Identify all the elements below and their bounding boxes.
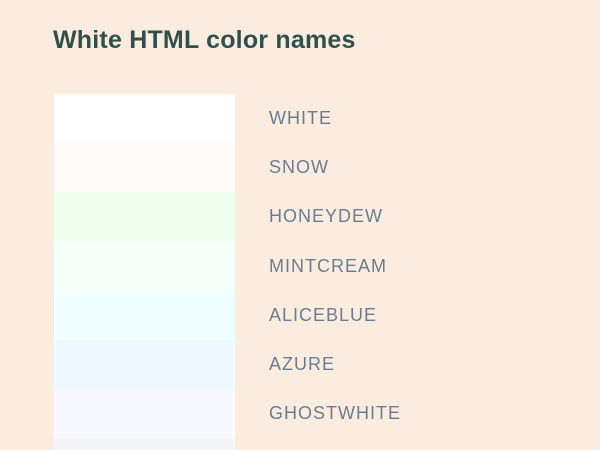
page-title: White HTML color names — [53, 26, 356, 54]
color-row: SNOW — [54, 143, 401, 193]
color-name-label: GHOSTWHITE — [269, 403, 401, 424]
color-name-label: MINTCREAM — [269, 255, 387, 276]
color-swatch — [54, 241, 235, 291]
color-name-label: SNOW — [269, 157, 329, 178]
color-swatch — [54, 143, 235, 193]
color-row: WHITE — [54, 94, 401, 144]
color-row: ALICEBLUE — [54, 290, 401, 340]
color-swatch — [54, 94, 235, 144]
color-swatch — [54, 389, 235, 439]
color-row: HONEYDEW — [54, 192, 401, 242]
color-swatch — [54, 192, 235, 242]
color-name-label: HONEYDEW — [269, 206, 384, 227]
color-name-label: WHITE — [269, 108, 332, 129]
color-swatch — [54, 290, 235, 340]
color-name-label: AZURE — [269, 354, 336, 375]
color-row: GHOSTWHITE — [54, 389, 401, 439]
swatch-partial-cutoff — [54, 438, 235, 450]
color-list: WHITE SNOW HONEYDEW MINTCREAM ALICEBLUE … — [54, 94, 401, 439]
color-name-label: ALICEBLUE — [269, 304, 378, 325]
color-row: AZURE — [54, 339, 401, 390]
color-row: MINTCREAM — [54, 241, 401, 291]
color-swatch — [54, 339, 235, 390]
